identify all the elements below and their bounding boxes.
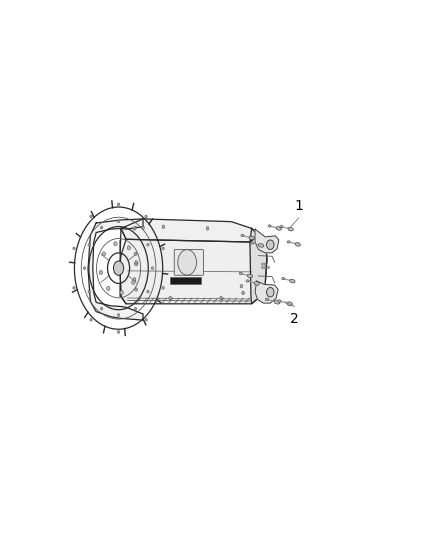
Ellipse shape xyxy=(127,246,131,250)
Ellipse shape xyxy=(274,300,280,304)
Ellipse shape xyxy=(99,270,102,274)
Ellipse shape xyxy=(264,266,266,269)
Ellipse shape xyxy=(282,277,285,280)
Ellipse shape xyxy=(287,241,290,243)
Ellipse shape xyxy=(288,228,293,231)
Ellipse shape xyxy=(134,262,138,266)
Ellipse shape xyxy=(287,302,293,306)
Ellipse shape xyxy=(131,280,135,285)
Ellipse shape xyxy=(151,267,154,270)
Polygon shape xyxy=(255,281,278,303)
Ellipse shape xyxy=(267,287,274,297)
Polygon shape xyxy=(121,219,258,242)
Ellipse shape xyxy=(117,313,120,317)
Ellipse shape xyxy=(117,220,120,223)
Ellipse shape xyxy=(162,287,164,289)
Ellipse shape xyxy=(278,300,281,302)
Ellipse shape xyxy=(117,203,120,206)
Ellipse shape xyxy=(90,318,92,321)
Ellipse shape xyxy=(239,272,242,274)
Ellipse shape xyxy=(265,298,268,301)
Ellipse shape xyxy=(258,244,264,247)
Ellipse shape xyxy=(73,247,75,250)
Ellipse shape xyxy=(249,236,254,240)
Ellipse shape xyxy=(120,290,124,295)
Text: 2: 2 xyxy=(290,312,299,326)
Ellipse shape xyxy=(246,280,249,282)
Polygon shape xyxy=(255,229,279,253)
Ellipse shape xyxy=(134,252,137,256)
Ellipse shape xyxy=(88,290,90,293)
Ellipse shape xyxy=(295,243,300,246)
Ellipse shape xyxy=(135,288,138,291)
Polygon shape xyxy=(88,219,143,320)
Ellipse shape xyxy=(254,281,259,285)
Ellipse shape xyxy=(251,242,254,244)
Ellipse shape xyxy=(261,266,264,269)
Ellipse shape xyxy=(73,287,75,289)
Ellipse shape xyxy=(145,318,147,321)
Ellipse shape xyxy=(147,290,149,293)
Polygon shape xyxy=(120,235,267,304)
Ellipse shape xyxy=(268,225,271,227)
Ellipse shape xyxy=(145,215,147,218)
Ellipse shape xyxy=(240,285,243,288)
Ellipse shape xyxy=(141,226,145,229)
Ellipse shape xyxy=(100,308,103,310)
Ellipse shape xyxy=(133,227,136,230)
Ellipse shape xyxy=(106,286,110,290)
Ellipse shape xyxy=(261,263,264,265)
Polygon shape xyxy=(250,229,267,304)
Ellipse shape xyxy=(169,296,172,300)
Ellipse shape xyxy=(83,267,86,270)
Ellipse shape xyxy=(162,247,164,250)
Ellipse shape xyxy=(220,296,223,300)
Ellipse shape xyxy=(280,225,283,228)
Ellipse shape xyxy=(247,274,253,278)
Ellipse shape xyxy=(178,249,197,275)
Ellipse shape xyxy=(134,308,137,310)
FancyBboxPatch shape xyxy=(174,249,203,275)
Ellipse shape xyxy=(100,226,103,229)
Ellipse shape xyxy=(90,215,92,218)
Ellipse shape xyxy=(135,261,138,264)
Ellipse shape xyxy=(206,227,209,230)
Ellipse shape xyxy=(162,225,165,229)
FancyBboxPatch shape xyxy=(170,277,201,285)
Ellipse shape xyxy=(134,226,137,229)
Ellipse shape xyxy=(114,241,117,246)
Text: 1: 1 xyxy=(294,199,303,213)
Ellipse shape xyxy=(88,244,90,246)
Ellipse shape xyxy=(264,263,266,265)
Ellipse shape xyxy=(241,235,244,237)
Ellipse shape xyxy=(268,266,270,269)
Ellipse shape xyxy=(290,279,295,283)
Ellipse shape xyxy=(147,244,149,246)
Ellipse shape xyxy=(133,278,136,281)
Ellipse shape xyxy=(267,240,274,249)
Ellipse shape xyxy=(276,227,282,230)
Ellipse shape xyxy=(102,252,106,256)
Ellipse shape xyxy=(242,291,244,295)
Ellipse shape xyxy=(113,261,124,275)
Ellipse shape xyxy=(117,330,120,333)
